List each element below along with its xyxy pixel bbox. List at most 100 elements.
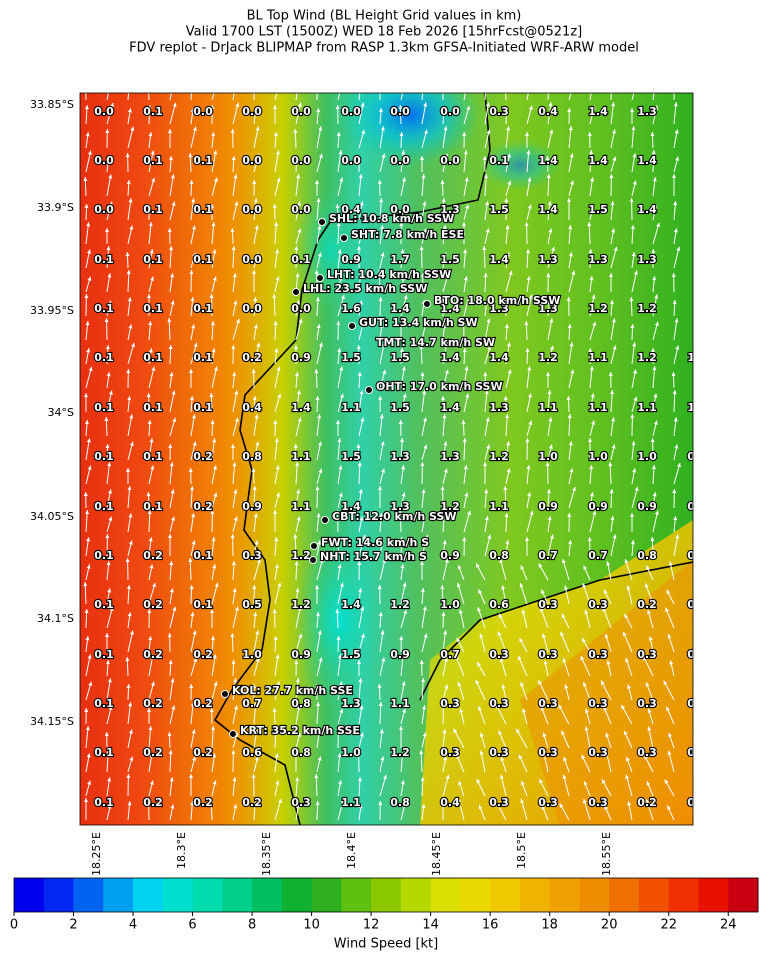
grid-value: 0.2 xyxy=(143,598,163,611)
grid-value: 0.1 xyxy=(94,697,114,710)
lat-label: 33.85°S xyxy=(30,98,74,111)
grid-value: 0.9 xyxy=(291,351,311,364)
arrow-head xyxy=(127,81,131,85)
grid-value: 1.0 xyxy=(588,450,608,463)
grid-value: 0.1 xyxy=(143,450,163,463)
grid-value: 1.7 xyxy=(390,253,410,266)
station-dot xyxy=(222,691,229,698)
colorbar-swatch xyxy=(579,878,609,912)
grid-value: 0.2 xyxy=(687,796,707,809)
colorbar-tick-label: 4 xyxy=(129,918,137,933)
grid-value: 1.4 xyxy=(291,401,311,414)
colorbar-swatch xyxy=(341,878,371,912)
grid-value: 0.3 xyxy=(637,746,657,759)
grid-value: 0.8 xyxy=(637,549,657,562)
station-dot xyxy=(311,543,318,550)
grid-value: 0.2 xyxy=(193,500,213,513)
grid-value: 0.1 xyxy=(193,253,213,266)
grid-value: 0.1 xyxy=(489,154,509,167)
grid-value: 0.1 xyxy=(193,203,213,216)
grid-value: 0.9 xyxy=(341,253,361,266)
grid-value: 0.1 xyxy=(143,302,163,315)
station-label: LHT: 10.4 km/h SSW xyxy=(327,268,451,281)
grid-value: 0.1 xyxy=(94,500,114,513)
grid-value: 0.2 xyxy=(193,450,213,463)
station-dot xyxy=(322,517,329,524)
station-label: LHL: 23.5 km/h SSW xyxy=(303,282,427,295)
grid-value: 0.8 xyxy=(291,697,311,710)
arrow-head xyxy=(340,79,344,83)
grid-value: 0.7 xyxy=(242,697,262,710)
arrow-head xyxy=(421,84,425,88)
lon-label: 18.3°E xyxy=(175,832,188,869)
grid-value: 1.5 xyxy=(341,648,361,661)
grid-value: 0.3 xyxy=(588,598,608,611)
grid-value: 0.1 xyxy=(94,351,114,364)
colorbar-swatch xyxy=(669,878,699,912)
lat-label: 34.15°S xyxy=(30,715,74,728)
grid-value: 0.6 xyxy=(489,598,509,611)
grid-value: 0.3 xyxy=(538,697,558,710)
colorbar-swatch xyxy=(103,878,133,912)
grid-value: 0.0 xyxy=(341,105,361,118)
lon-label: 18.25°E xyxy=(90,832,103,876)
grid-value: 0.3 xyxy=(489,105,509,118)
grid-value: 1.2 xyxy=(588,302,608,315)
grid-value: 1.4 xyxy=(538,154,558,167)
station-dot xyxy=(319,219,326,226)
colorbar-tick-label: 6 xyxy=(188,918,196,933)
grid-value: 0.3 xyxy=(588,648,608,661)
station-dot xyxy=(293,289,300,296)
grid-value: 0.7 xyxy=(538,549,558,562)
grid-value: 1.6 xyxy=(341,302,361,315)
grid-value: 0.2 xyxy=(193,746,213,759)
arrow-head xyxy=(609,84,613,88)
grid-value: 1.4 xyxy=(440,351,460,364)
lon-label: 18.35°E xyxy=(260,832,273,876)
grid-value: 0.3 xyxy=(588,746,608,759)
colorbar-tick-label: 20 xyxy=(601,918,618,933)
grid-value: 0.0 xyxy=(390,105,410,118)
grid-value: 1.4 xyxy=(489,253,509,266)
grid-value: 0.3 xyxy=(687,648,707,661)
colorbar-swatch xyxy=(74,878,104,912)
grid-value: 0.3 xyxy=(687,598,707,611)
grid-value: 0.3 xyxy=(687,697,707,710)
grid-value: 1.2 xyxy=(291,549,311,562)
grid-value: 1.4 xyxy=(489,351,509,364)
grid-value: 0.3 xyxy=(440,697,460,710)
arrow-head xyxy=(484,84,488,88)
station-label: SHL: 10.8 km/h SSW xyxy=(329,212,454,225)
grid-value: 0.3 xyxy=(538,648,558,661)
colorbar-tick-label: 0 xyxy=(10,918,18,933)
arrow-head xyxy=(215,79,219,83)
grid-value: 0.9 xyxy=(687,450,707,463)
station-dot xyxy=(366,387,373,394)
grid-value: 1.4 xyxy=(588,105,608,118)
colorbar-swatch xyxy=(371,878,401,912)
grid-value: 1.5 xyxy=(390,401,410,414)
grid-value: 1.3 xyxy=(588,253,608,266)
station-dot xyxy=(317,275,324,282)
grid-value: 1.3 xyxy=(637,253,657,266)
colorbar-swatch xyxy=(14,878,44,912)
grid-value: 0.1 xyxy=(193,549,213,562)
colorbar-swatch xyxy=(609,878,639,912)
grid-value: 0.1 xyxy=(193,154,213,167)
grid-value: 0.3 xyxy=(489,796,509,809)
grid-value: 0.1 xyxy=(193,302,213,315)
grid-value: 0.7 xyxy=(440,648,460,661)
station-label: KRT: 35.2 km/h SSE xyxy=(240,724,360,737)
colorbar-swatch xyxy=(728,878,758,912)
grid-value: 1.3 xyxy=(538,253,558,266)
grid-value: 0.9 xyxy=(291,648,311,661)
colorbar-tick-label: 12 xyxy=(363,918,380,933)
colorbar-tick-label: 22 xyxy=(660,918,677,933)
arrow-head xyxy=(378,81,382,85)
grid-value: 1.2 xyxy=(390,746,410,759)
grid-value: 0.2 xyxy=(143,549,163,562)
grid-value: 0.0 xyxy=(242,302,262,315)
grid-value: 0.0 xyxy=(291,105,311,118)
grid-value: 1.4 xyxy=(588,154,608,167)
